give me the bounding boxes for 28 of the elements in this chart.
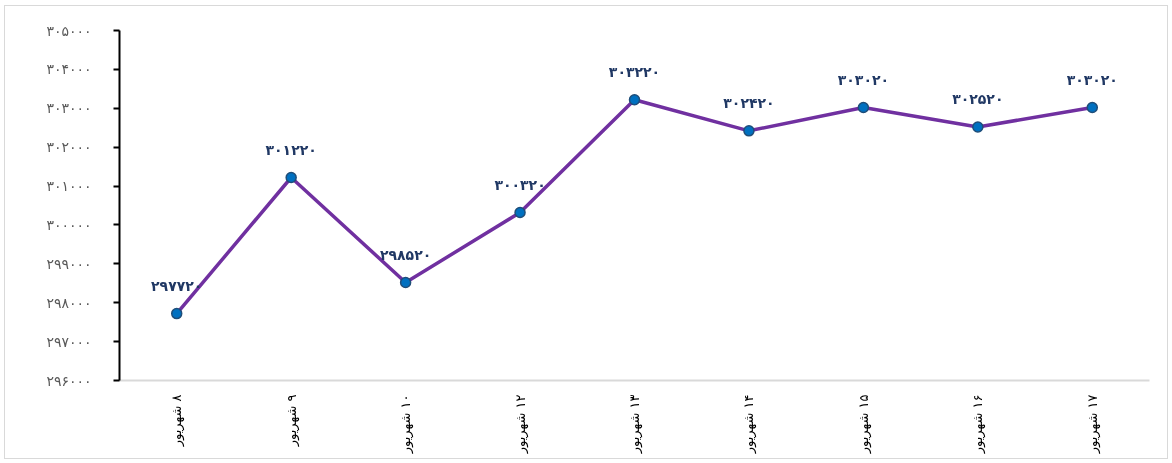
data-label: ۳۰۳۰۲۰ xyxy=(837,71,890,88)
y-tick-label: ۲۹۷۰۰۰ xyxy=(46,333,92,350)
data-label: ۳۰۰۳۲۰ xyxy=(494,176,546,193)
data-label: ۳۰۳۰۲۰ xyxy=(1066,71,1118,88)
x-tick-label: ۱۶ شهریور xyxy=(970,394,987,455)
y-tick-label: ۳۰۱۰۰۰ xyxy=(46,178,92,195)
x-tick-label: ۱۷ شهریور xyxy=(1084,394,1101,455)
data-label: ۲۹۷۷۲۰ xyxy=(151,277,203,294)
y-tick-label: ۳۰۰۰۰۰ xyxy=(46,216,92,233)
x-tick-label: ۹ شهریور xyxy=(283,394,300,448)
y-tick-label: ۳۰۴۰۰۰ xyxy=(46,61,92,78)
y-tick-label: ۲۹۶۰۰۰ xyxy=(46,372,92,389)
y-tick-label: ۳۰۲۰۰۰ xyxy=(46,139,92,156)
x-tick-label: ۱۰ شهریور xyxy=(398,394,415,455)
x-tick-label: ۱۲ شهریور xyxy=(512,394,529,455)
x-tick-label: ۱۳ شهریور xyxy=(627,394,643,455)
data-label: ۳۰۱۲۲۰ xyxy=(265,141,317,158)
x-tick-label: ۸ شهریور xyxy=(169,394,186,448)
data-label: ۳۰۲۴۲۰ xyxy=(723,94,775,111)
y-tick-label: ۲۹۹۰۰۰ xyxy=(46,255,92,272)
x-tick-label: ۱۵ شهریور xyxy=(855,394,872,455)
data-label: ۲۹۸۵۲۰ xyxy=(379,246,432,263)
x-tick-label: ۱۴ شهریور xyxy=(741,394,758,455)
y-tick-label: ۳۰۳۰۰۰ xyxy=(46,100,92,117)
y-tick-label: ۲۹۸۰۰۰ xyxy=(46,294,92,311)
data-label: ۳۰۳۲۲۰ xyxy=(608,63,661,80)
y-tick-label: ۳۰۵۰۰۰ xyxy=(46,22,92,39)
data-label: ۳۰۲۵۲۰ xyxy=(952,90,1004,107)
